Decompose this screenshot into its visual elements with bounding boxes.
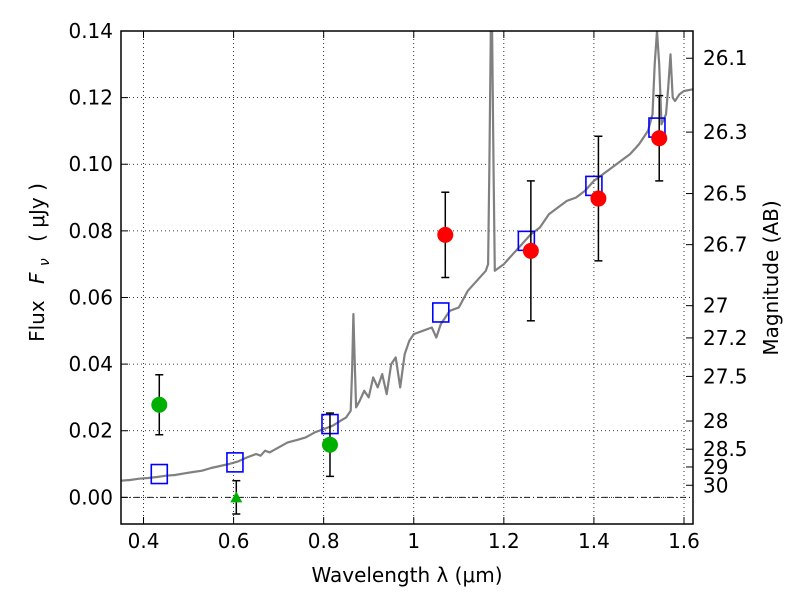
model-photometry-square — [226, 452, 244, 473]
y-axis-title-subscript: ν — [37, 258, 53, 266]
x-tick-label: 1.4 — [578, 529, 610, 553]
red-detection-point — [590, 190, 607, 207]
y-axis-title-unit: ( μJy ) — [25, 183, 49, 242]
x-tick-label: 1 — [407, 529, 420, 553]
y-tick-label: 0.12 — [68, 86, 113, 110]
green-upper-limit-triangle — [230, 491, 243, 503]
model-photometry-square — [150, 463, 169, 485]
y-tick-label: 0.10 — [68, 152, 113, 176]
green-detection-point — [321, 436, 338, 453]
right-tick-label: 29 — [703, 455, 728, 479]
y-tick-label: 0.08 — [68, 219, 113, 243]
right-tick-label: 27.2 — [703, 326, 748, 350]
right-tick-label: 26.7 — [703, 233, 748, 257]
y-tick-label: 0.00 — [68, 485, 113, 509]
y-tick-label: 0.02 — [68, 419, 113, 443]
grid-lines — [121, 30, 693, 524]
x-tick-label: 0.8 — [308, 529, 340, 553]
y-tick-label: 0.04 — [68, 352, 113, 376]
x-tick-label: 1.6 — [668, 529, 700, 553]
right-tick-label: 30 — [703, 473, 728, 497]
x-axis-title: Wavelength λ (μm) — [311, 563, 502, 587]
red-detection-point — [651, 130, 668, 147]
right-tick-label: 26.3 — [703, 120, 748, 144]
model-photometry-square — [431, 302, 450, 323]
right-tick-label: 28.5 — [703, 437, 748, 461]
green-detection-point — [151, 396, 168, 413]
x-tick-label: 0.4 — [128, 529, 160, 553]
y-axis-title-prefix: Flux — [25, 300, 49, 342]
right-tick-label: 27 — [703, 294, 728, 318]
x-tick-label: 0.6 — [218, 529, 250, 553]
red-detection-point — [522, 242, 539, 259]
red-detection-point — [437, 226, 454, 243]
right-tick-label: 26.5 — [703, 182, 748, 206]
x-tick-label: 1.2 — [488, 529, 520, 553]
y-axis-title-symbol: F — [25, 272, 49, 284]
y-tick-label: 0.14 — [68, 19, 113, 43]
spectrum-line — [121, 31, 693, 482]
plot-frame — [120, 30, 694, 525]
data-markers — [121, 31, 693, 515]
right-tick-label: 28 — [703, 409, 728, 433]
right-tick-label: 27.5 — [703, 364, 748, 388]
right-tick-label: 26.1 — [703, 46, 748, 70]
right-axis-title: Magnitude (AB) — [759, 200, 783, 355]
y-tick-label: 0.06 — [68, 285, 113, 309]
axis-ticks: 0.4 0.6 0.8 1 1.2 1.4 1.6 0.00 0.02 0.04 0.06 0.08 0… — [68, 19, 747, 553]
y-axis-title: Flux F ν ( μJy ) — [25, 183, 54, 342]
